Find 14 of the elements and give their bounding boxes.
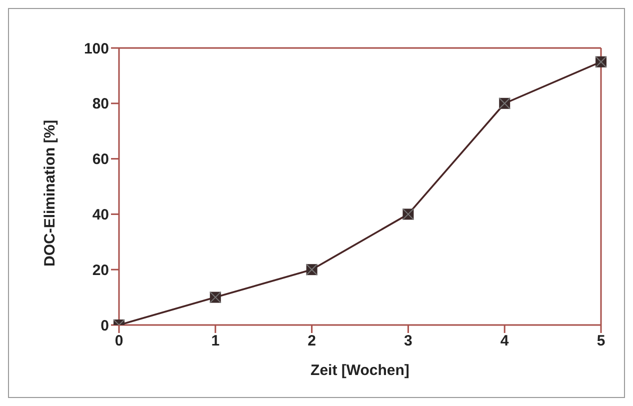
x-tick-label: 3	[404, 332, 412, 350]
y-axis-title: DOC-Elimination [%]	[41, 120, 58, 266]
x-tick-label: 0	[114, 332, 124, 350]
x-axis-title: Zeit [Wochen]	[310, 362, 410, 379]
x-tick-label: 1	[211, 332, 220, 350]
y-tick-label: 80	[92, 96, 109, 113]
y-tick-label: 40	[92, 206, 109, 224]
y-tick-label: 60	[92, 151, 109, 168]
y-tick-label: 20	[92, 262, 109, 279]
x-tick-label: 4	[500, 332, 510, 350]
y-tick-label: 0	[100, 317, 109, 334]
x-tick-label: 5	[596, 332, 606, 350]
x-tick-label: 2	[308, 332, 316, 350]
y-tick-label: 100	[84, 40, 109, 58]
